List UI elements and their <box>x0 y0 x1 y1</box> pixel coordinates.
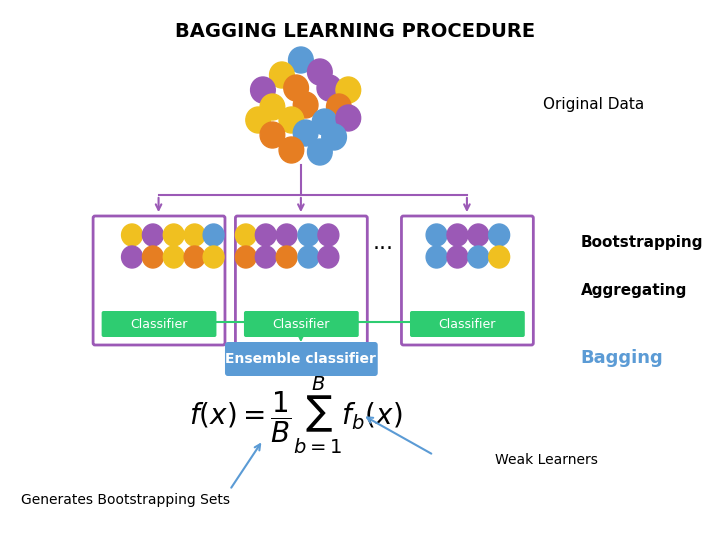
Circle shape <box>468 246 489 268</box>
Circle shape <box>236 246 257 268</box>
Circle shape <box>489 224 510 246</box>
Text: ...: ... <box>373 233 394 253</box>
Text: Bootstrapping: Bootstrapping <box>581 235 703 251</box>
Circle shape <box>336 77 360 103</box>
Circle shape <box>294 92 318 118</box>
Circle shape <box>322 124 347 150</box>
FancyBboxPatch shape <box>402 216 534 345</box>
Circle shape <box>426 224 447 246</box>
Circle shape <box>270 62 294 88</box>
Circle shape <box>142 224 163 246</box>
Text: Bagging: Bagging <box>581 349 663 367</box>
Circle shape <box>289 47 313 73</box>
Text: Ensemble classifier: Ensemble classifier <box>225 352 376 366</box>
Circle shape <box>251 77 276 103</box>
Circle shape <box>298 224 319 246</box>
Circle shape <box>203 246 224 268</box>
Circle shape <box>317 75 341 101</box>
Text: Classifier: Classifier <box>438 318 496 330</box>
Text: Classifier: Classifier <box>130 318 187 330</box>
Circle shape <box>184 224 205 246</box>
Circle shape <box>326 94 351 120</box>
Text: Original Data: Original Data <box>543 98 644 112</box>
Circle shape <box>298 246 319 268</box>
Circle shape <box>163 246 184 268</box>
Circle shape <box>447 224 468 246</box>
Circle shape <box>255 224 276 246</box>
Circle shape <box>142 246 163 268</box>
Circle shape <box>203 224 224 246</box>
Text: Weak Learners: Weak Learners <box>495 453 598 467</box>
FancyBboxPatch shape <box>102 311 217 337</box>
Circle shape <box>307 139 332 165</box>
Circle shape <box>163 224 184 246</box>
Text: $f(x) = \dfrac{1}{B}\sum_{b=1}^{B} f_b(x)$: $f(x) = \dfrac{1}{B}\sum_{b=1}^{B} f_b(x… <box>189 374 403 456</box>
Circle shape <box>122 246 142 268</box>
Circle shape <box>307 59 332 85</box>
Circle shape <box>260 122 285 148</box>
Text: Aggregating: Aggregating <box>581 282 687 298</box>
Circle shape <box>260 94 285 120</box>
FancyBboxPatch shape <box>236 216 368 345</box>
FancyBboxPatch shape <box>225 342 378 376</box>
Circle shape <box>318 246 339 268</box>
Text: Classifier: Classifier <box>272 318 330 330</box>
Circle shape <box>184 246 205 268</box>
Circle shape <box>468 224 489 246</box>
Circle shape <box>255 246 276 268</box>
Circle shape <box>489 246 510 268</box>
Circle shape <box>426 246 447 268</box>
Circle shape <box>279 137 304 163</box>
Circle shape <box>336 105 360 131</box>
FancyBboxPatch shape <box>244 311 359 337</box>
Circle shape <box>283 75 308 101</box>
Circle shape <box>122 224 142 246</box>
Text: Generates Bootstrapping Sets: Generates Bootstrapping Sets <box>21 493 230 507</box>
Circle shape <box>246 107 270 133</box>
Circle shape <box>294 120 318 146</box>
Circle shape <box>279 107 304 133</box>
Circle shape <box>447 246 468 268</box>
Circle shape <box>312 109 337 135</box>
Circle shape <box>236 224 257 246</box>
Circle shape <box>276 224 297 246</box>
FancyBboxPatch shape <box>410 311 525 337</box>
Circle shape <box>276 246 297 268</box>
FancyBboxPatch shape <box>93 216 225 345</box>
Text: BAGGING LEARNING PROCEDURE: BAGGING LEARNING PROCEDURE <box>175 22 535 41</box>
Circle shape <box>318 224 339 246</box>
